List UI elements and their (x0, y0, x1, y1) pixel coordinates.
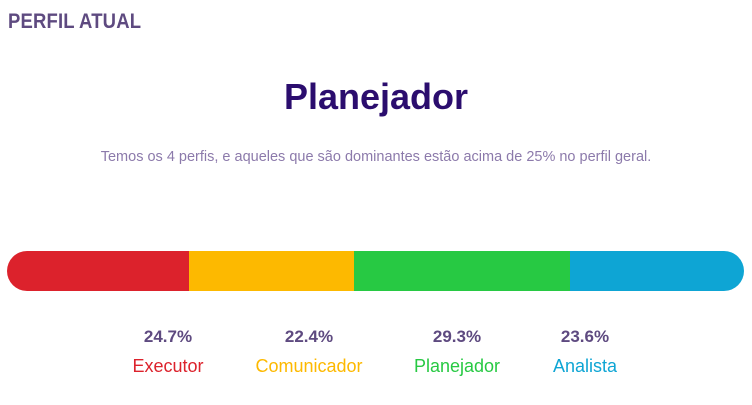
legend-label: Comunicador (255, 356, 363, 376)
bar-segment-executor (7, 251, 190, 291)
bar-segment-analista (570, 251, 744, 291)
profile-distribution-bar (7, 251, 744, 291)
legend-item-executor: 24.7% Executor (132, 326, 203, 377)
legend-percent: 22.4% (284, 327, 334, 346)
bar-segment-comunicador (189, 251, 355, 291)
legend-percent: 29.3% (432, 327, 482, 346)
legend-label: Planejador (413, 356, 501, 376)
bar-segment-planejador (354, 251, 571, 291)
profile-name: Planejador (283, 76, 469, 117)
legend-percent: 24.7% (143, 327, 193, 346)
section-title: PERFIL ATUAL (8, 10, 142, 33)
legend-item-comunicador: 22.4% Comunicador (255, 326, 362, 377)
legend-item-analista: 23.6% Analista (553, 326, 617, 377)
legend-item-planejador: 29.3% Planejador (414, 326, 500, 377)
legend-label: Executor (132, 356, 204, 376)
profile-description: Temos os 4 perfis, e aqueles que são dom… (100, 149, 652, 165)
legend-label: Analista (552, 356, 618, 376)
legend-percent: 23.6% (560, 327, 610, 346)
